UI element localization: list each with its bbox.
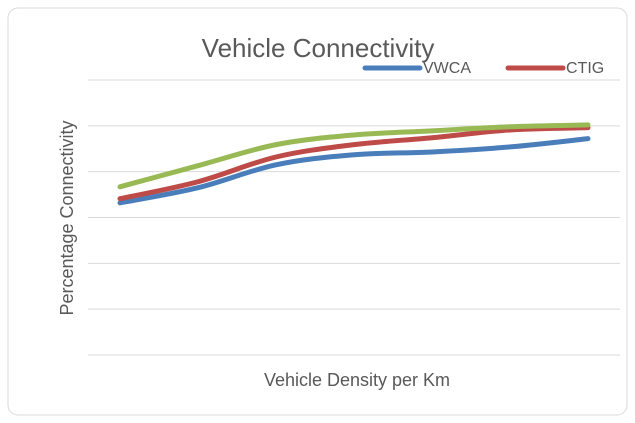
series-line [117,122,591,190]
series-line [117,136,591,206]
legend-label: VWCA [423,60,471,77]
legend-label: CTIG [566,60,604,77]
chart-title: Vehicle Connectivity [202,33,435,63]
x-axis-label: Vehicle Density per Km [264,370,450,390]
chart-frame [7,7,628,416]
y-axis-label: Percentage Connectivity [57,120,77,315]
series-line [117,125,591,202]
